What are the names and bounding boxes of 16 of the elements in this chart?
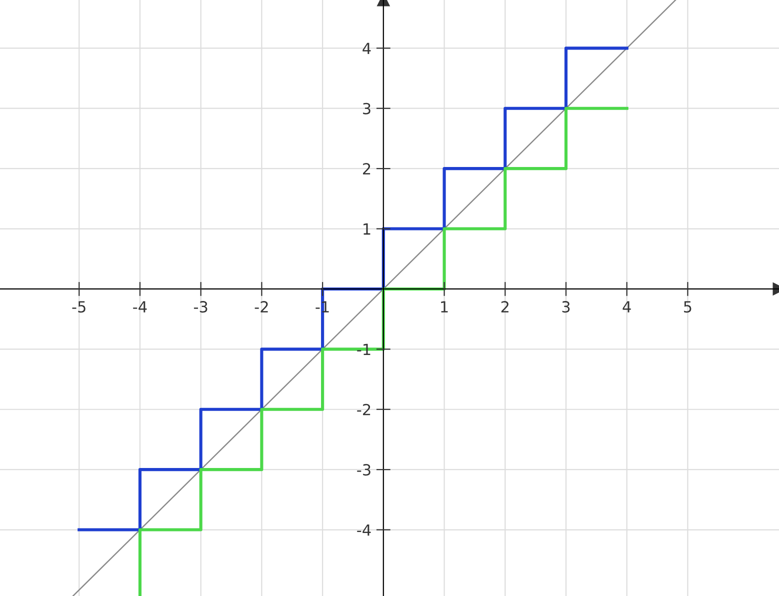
x-tick-label: -4 <box>133 301 147 312</box>
y-tick-label: -3 <box>357 464 370 476</box>
x-tick-label: 3 <box>562 301 570 313</box>
y-tick-label: -4 <box>357 524 371 536</box>
x-tick-label: -2 <box>254 301 268 312</box>
y-tick-label: 4 <box>362 42 371 54</box>
x-tick-label: 1 <box>441 301 448 312</box>
y-tick-label: 2 <box>363 163 370 174</box>
y-tick-label: 3 <box>363 102 370 114</box>
x-tick-label: -3 <box>194 301 208 313</box>
x-tick-label: 2 <box>501 301 508 312</box>
x-tick-label: -5 <box>72 301 86 313</box>
y-tick-label: -2 <box>357 404 370 416</box>
x-tick-label: 4 <box>622 301 631 312</box>
y-tick-label: 1 <box>364 223 370 235</box>
x-tick-label: 5 <box>684 301 692 313</box>
